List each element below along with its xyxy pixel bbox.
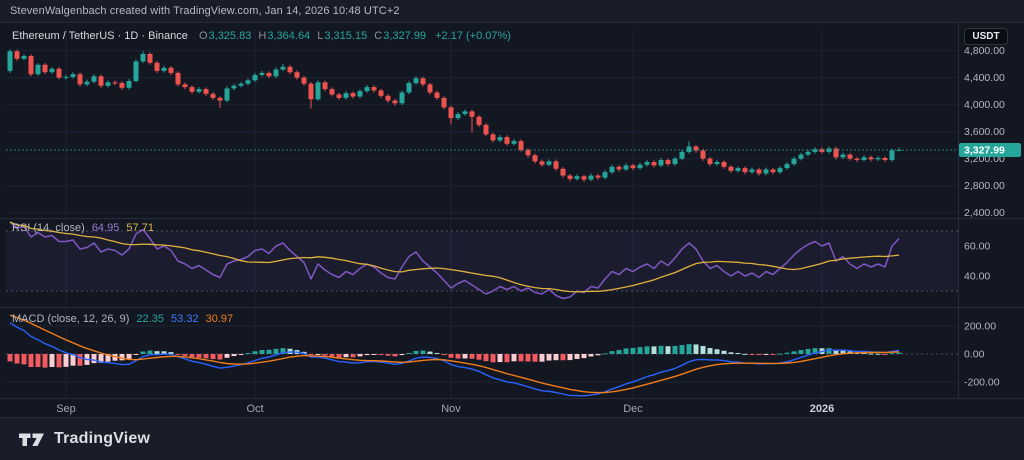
rsi-legend: RSI (14, close) 64.95 57.71 <box>12 222 158 234</box>
svg-text:40.00: 40.00 <box>964 271 990 283</box>
rsi-title[interactable]: RSI (14, close) <box>12 222 85 234</box>
svg-text:-200.00: -200.00 <box>964 376 1000 388</box>
currency-toggle-button[interactable]: USDT <box>964 28 1008 45</box>
macd-hist-value: 22.35 <box>136 313 164 325</box>
svg-text:4,400.00: 4,400.00 <box>964 72 1005 84</box>
candlestick-series <box>7 49 902 182</box>
symbol-title[interactable]: Ethereum / TetherUS · 1D · Binance <box>12 30 188 42</box>
svg-text:Dec: Dec <box>623 403 643 415</box>
grid-lines <box>6 29 958 399</box>
svg-text:Oct: Oct <box>246 403 263 415</box>
attribution-bar: StevenWalgenbach created with TradingVie… <box>0 0 1024 22</box>
svg-text:3,327.99: 3,327.99 <box>964 145 1005 157</box>
macd-legend: MACD (close, 12, 26, 9) 22.35 53.32 30.9… <box>12 313 237 325</box>
svg-text:0.00: 0.00 <box>964 348 985 360</box>
attribution-text: StevenWalgenbach created with TradingVie… <box>10 5 400 17</box>
close-label: C <box>374 30 383 42</box>
open-value: 3,325.83 <box>208 30 252 42</box>
rsi-ma-value: 57.71 <box>126 222 154 234</box>
chart-area[interactable]: 4,800.00 4,400.00 4,000.00 3,600.00 3,200.00… <box>0 22 1024 418</box>
time-axis[interactable]: Sep Oct Nov Dec 2026 <box>56 403 834 415</box>
last-price-tag: 3,327.99 <box>959 143 1021 158</box>
svg-text:200.00: 200.00 <box>964 320 996 332</box>
brand-name[interactable]: TradingView <box>54 430 151 447</box>
footer-bar: TradingView <box>0 418 1024 460</box>
rsi-line <box>9 221 900 300</box>
svg-text:Sep: Sep <box>56 403 76 415</box>
svg-text:2,400.00: 2,400.00 <box>964 207 1005 219</box>
macd-signal-value: 30.97 <box>205 313 234 325</box>
svg-text:3,600.00: 3,600.00 <box>964 126 1005 138</box>
high-label: H <box>258 30 267 42</box>
macd-histogram <box>7 344 902 368</box>
chart-canvas[interactable]: 4,800.004,400.004,000.003,600.003,200.00… <box>0 23 1024 417</box>
rsi-band <box>6 231 958 291</box>
open-label: O <box>198 30 208 42</box>
svg-text:4,000.00: 4,000.00 <box>964 99 1005 111</box>
svg-text:60.00: 60.00 <box>964 241 990 253</box>
rsi-value: 64.95 <box>91 222 120 234</box>
macd-line-value: 53.32 <box>171 313 199 325</box>
svg-text:Nov: Nov <box>441 403 461 415</box>
svg-text:2,800.00: 2,800.00 <box>964 180 1005 192</box>
macd-signal-line <box>9 314 900 394</box>
rsi-ma-line <box>9 221 900 293</box>
close-value: 3,327.99 <box>383 30 427 42</box>
tradingview-logo-icon[interactable] <box>18 431 45 448</box>
svg-text:4,800.00: 4,800.00 <box>964 45 1005 57</box>
macd-title[interactable]: MACD (close, 12, 26, 9) <box>12 313 130 325</box>
low-value: 3,315.15 <box>324 30 368 42</box>
change-value: +2.17 (+0.07%) <box>435 30 511 42</box>
high-value: 3,364.64 <box>267 30 311 42</box>
low-label: L <box>317 30 324 42</box>
symbol-legend: Ethereum / TetherUS · 1D · Binance O3,32… <box>12 30 515 42</box>
svg-text:2026: 2026 <box>810 403 834 415</box>
